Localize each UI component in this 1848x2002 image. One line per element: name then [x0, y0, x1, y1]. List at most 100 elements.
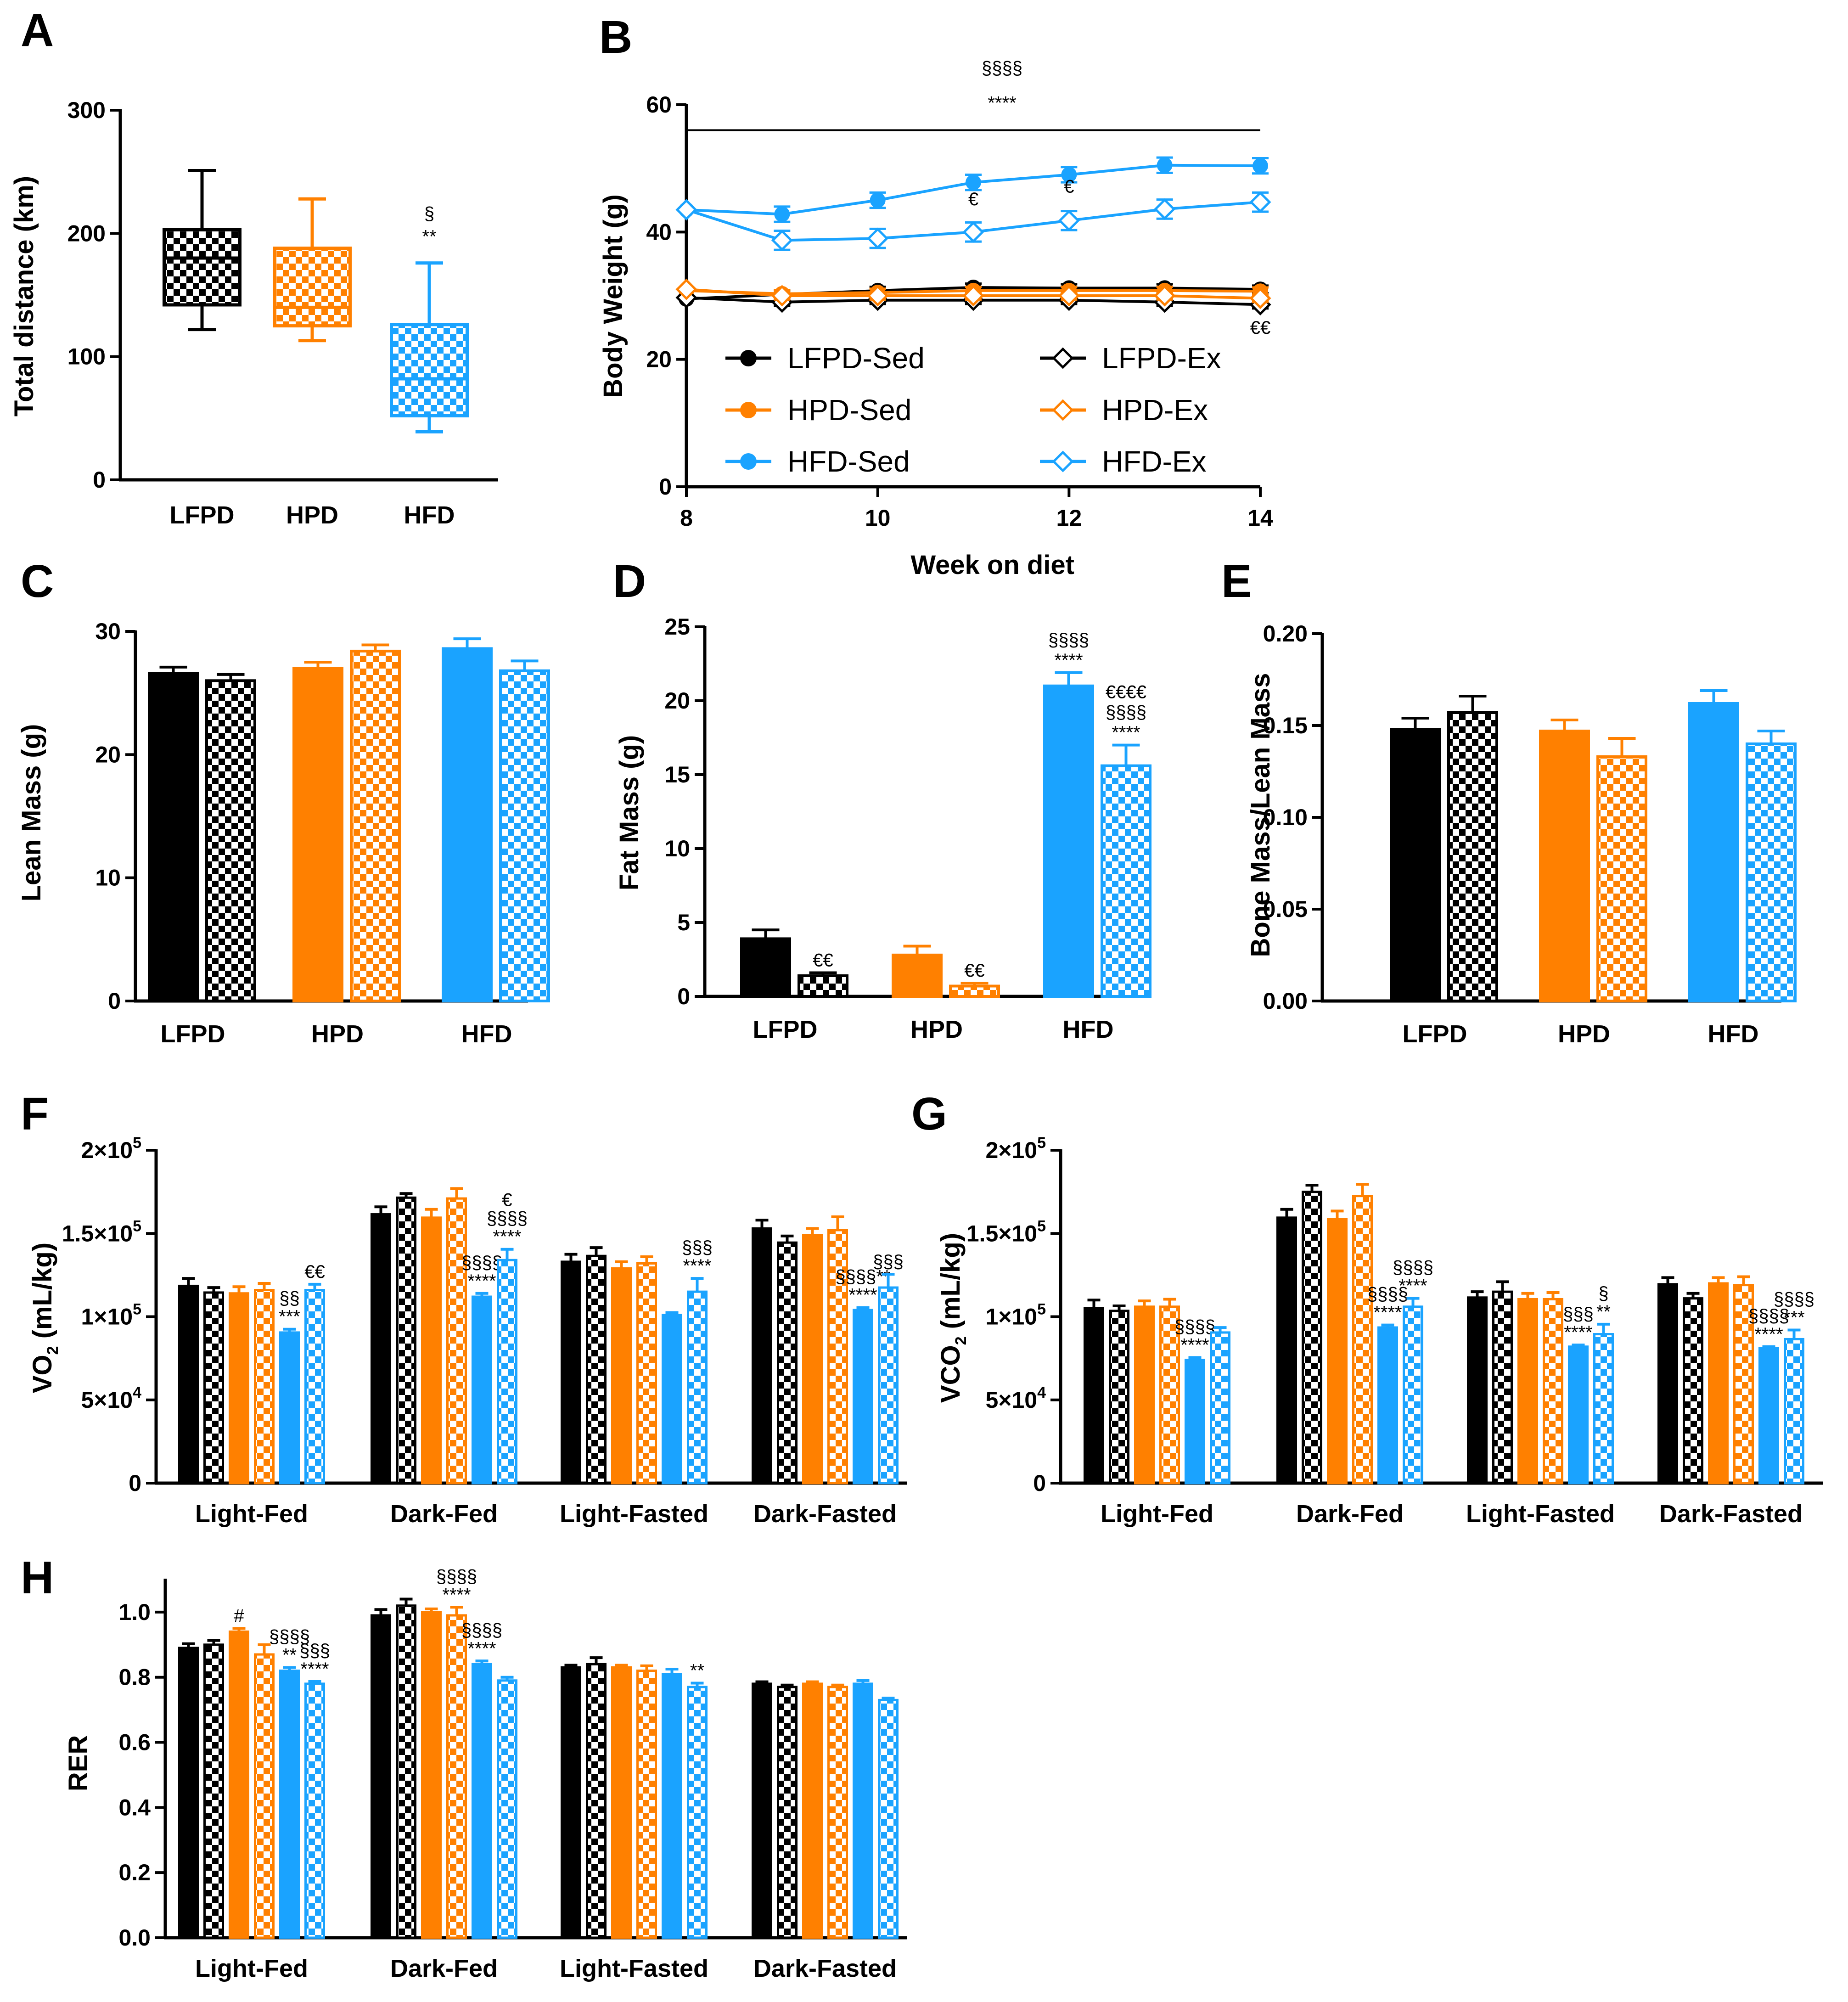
panel-f-bar-light-fed-4: [279, 1331, 300, 1485]
panel-g-bar-dark-fed-4-annot-1: ****: [1373, 1303, 1402, 1323]
panel-b-series-hfd-sed-point-3: [966, 174, 981, 191]
panel-label-e: E: [1221, 556, 1252, 607]
panel-e-chart: Bone Mass/Lean Mass 0.00 0.05 0.10 0.15 0.20 L…: [1246, 621, 1797, 1048]
panel-h-category-dark-fasted: Dark-Fasted: [753, 1955, 897, 1982]
panel-d-bar-hpd-ex: [949, 984, 1000, 998]
panel-f-category-dark-fed: Dark-Fed: [390, 1500, 498, 1528]
panel-d-chart: Fat Mass (g)0510152025€€LFPD€€HPD§§§§***…: [614, 614, 1151, 1043]
panel-e-y-tick-label-0: 0.00: [1263, 988, 1308, 1014]
panel-g-bar-light-fed-2: [1134, 1305, 1155, 1485]
panel-g-bar-light-fasted-5-annot-0: §: [1598, 1283, 1608, 1304]
panel-h-bar-dark-fasted-5: [878, 1698, 899, 1939]
panel-f-bar-dark-fasted-5-annot-0: §§§: [873, 1252, 904, 1272]
panel-b-annotation-4: €€: [1250, 318, 1271, 338]
panel-g-bar-light-fasted-5-annot-1: **: [1596, 1302, 1611, 1322]
panel-d-bar-hfd-ex: [1101, 764, 1151, 998]
panel-b-series-hfd-ex-point-5: [1154, 198, 1176, 220]
panel-h-bar-light-fasted-4: [662, 1673, 682, 1939]
panel-b-series-hfd-ex-point-0: [675, 199, 697, 221]
panel-h-bar-dark-fed-0: [371, 1614, 391, 1939]
panel-h-bar-dark-fed-4-annot-1: ****: [467, 1638, 496, 1659]
panel-h-bar-light-fasted-2: [611, 1666, 632, 1939]
panel-b-annotation-2: €: [968, 189, 978, 209]
panel-g-y-tick-label-2: 1×105: [985, 1301, 1046, 1330]
panel-d-bar-lfpd-ex-annot-0: €€: [813, 950, 833, 970]
panel-h-bar-light-fed-4: [279, 1670, 300, 1939]
panel-g-bar-light-fasted-5: [1593, 1333, 1614, 1485]
panel-c-y-tick-label-2: 20: [95, 742, 121, 767]
panel-g-bar-light-fasted-4: [1568, 1345, 1589, 1485]
panel-g-bar-light-fed-1: [1109, 1310, 1129, 1485]
panel-e-bar-lfpd-sed: [1390, 728, 1441, 1002]
panel-g-bar-light-fasted-3: [1543, 1298, 1563, 1485]
panel-b-legend-hfd-sed-swatch-marker: [740, 453, 757, 470]
panel-f-bar-light-fed-1: [203, 1291, 224, 1485]
panel-h-bar-light-fed-2: [229, 1630, 249, 1939]
panel-e-y-axis-title: Bone Mass/Lean Mass: [1246, 673, 1275, 957]
panel-h-y-axis-title: RER: [63, 1735, 93, 1791]
panel-c-bar-lfpd-sed: [148, 672, 199, 1002]
panel-b-chart: Body Weight (g) 0 20 40 60 8 10 12 14 Week on die…: [598, 58, 1273, 580]
panel-h-bar-dark-fed-4-annot-0: §§§§: [461, 1620, 502, 1640]
panel-a-category-hfd: HFD: [404, 501, 455, 529]
panel-e-bar-hfd-sed: [1688, 702, 1739, 1002]
panel-h-bar-light-fasted-0: [561, 1666, 581, 1939]
panel-f-bar-dark-fed-4: [472, 1295, 492, 1485]
panel-d-category-hfd: HFD: [1063, 1016, 1114, 1043]
panel-g-bar-dark-fasted-0: [1657, 1283, 1678, 1485]
panel-e-category-lfpd: LFPD: [1403, 1020, 1467, 1048]
panel-b-y-tick-label-2: 40: [646, 219, 672, 245]
panel-a-box-hpd: [273, 247, 352, 328]
panel-e-y-tick-label-1: 0.05: [1263, 896, 1308, 922]
panel-f-y-tick-label-2: 1×105: [81, 1301, 141, 1330]
panel-d-category-hpd: HPD: [910, 1016, 963, 1043]
panel-f-bar-light-fed-3: [254, 1289, 275, 1485]
panel-h-bar-light-fasted-5: [687, 1686, 708, 1939]
panel-f-bar-light-fasted-0: [561, 1260, 581, 1485]
panel-e-y-tick-label-4: 0.20: [1263, 621, 1308, 647]
panel-b-legend-lfpd-ex-swatch-marker: [1052, 347, 1074, 369]
panel-d-bar-hfd-sed: [1043, 684, 1094, 998]
panel-h-bar-light-fasted-5-annot-0: **: [690, 1660, 704, 1681]
panel-f-bar-dark-fasted-0: [752, 1227, 772, 1485]
panel-b-series-hfd-ex-point-6: [1249, 191, 1271, 213]
panel-c-bar-hpd-sed: [292, 667, 343, 1002]
panel-h-category-dark-fed: Dark-Fed: [390, 1955, 498, 1982]
panel-h-y-tick-label-5: 1.0: [118, 1599, 151, 1625]
panel-e-bar-hfd-ex: [1746, 742, 1797, 1002]
panel-h-bar-dark-fasted-1: [777, 1686, 798, 1939]
panel-a-category-lfpd: LFPD: [170, 501, 235, 529]
panel-h-bar-dark-fed-5: [497, 1679, 517, 1939]
panel-label-f: F: [21, 1088, 49, 1140]
panel-g-bar-light-fed-3: [1159, 1305, 1180, 1485]
panel-g-bar-dark-fasted-4-annot-0: §§§§: [1748, 1306, 1789, 1326]
panel-d-bar-hfd-ex-annot-2: ****: [1112, 723, 1140, 743]
panel-d-y-tick-label-1: 5: [677, 910, 690, 935]
panel-d-y-tick-label-5: 25: [664, 614, 690, 640]
panel-d-bar-hfd-ex-annot-0: €€€€: [1106, 682, 1146, 703]
panel-f-bar-dark-fasted-4-annot-0: §§§§**: [835, 1267, 890, 1287]
panel-h-y-tick-label-0: 0.0: [118, 1925, 151, 1951]
panel-c-category-hfd: HFD: [461, 1020, 512, 1048]
panel-g-bar-dark-fed-4-annot-0: §§§§: [1367, 1284, 1408, 1305]
panel-b-legend-hpd-sed-label: HPD-Sed: [787, 394, 911, 427]
panel-h-bar-light-fed-2-annot-0: #: [234, 1606, 244, 1626]
panel-f-category-light-fasted: Light-Fasted: [560, 1500, 708, 1528]
panel-h-y-tick-label-1: 0.2: [118, 1860, 151, 1885]
panel-b-series-hpd-ex-point-4: [1058, 285, 1080, 307]
panel-d-y-tick-label-4: 20: [664, 688, 690, 714]
panel-g-bar-dark-fasted-5-annot-0: §§§§: [1774, 1289, 1814, 1310]
panel-b-series-hfd-sed-point-2: [870, 192, 886, 208]
panel-f-bar-light-fasted-5: [687, 1290, 708, 1485]
panel-f-y-axis-title: VO2 (mL/kg): [28, 1243, 62, 1393]
panel-h-bar-light-fed-4-annot-0: §§§§: [269, 1626, 310, 1647]
panel-label-h: H: [21, 1552, 54, 1603]
panel-c-bar-hpd-ex: [350, 649, 401, 1002]
panel-e-category-hfd: HFD: [1708, 1020, 1759, 1048]
panel-g-bar-dark-fasted-5: [1784, 1338, 1804, 1485]
panel-b-annotation-1: ****: [988, 93, 1016, 113]
panel-f-bar-light-fasted-5-annot-0: §§§: [682, 1237, 713, 1258]
panel-a-y-tick-label-0: 0: [93, 467, 106, 493]
